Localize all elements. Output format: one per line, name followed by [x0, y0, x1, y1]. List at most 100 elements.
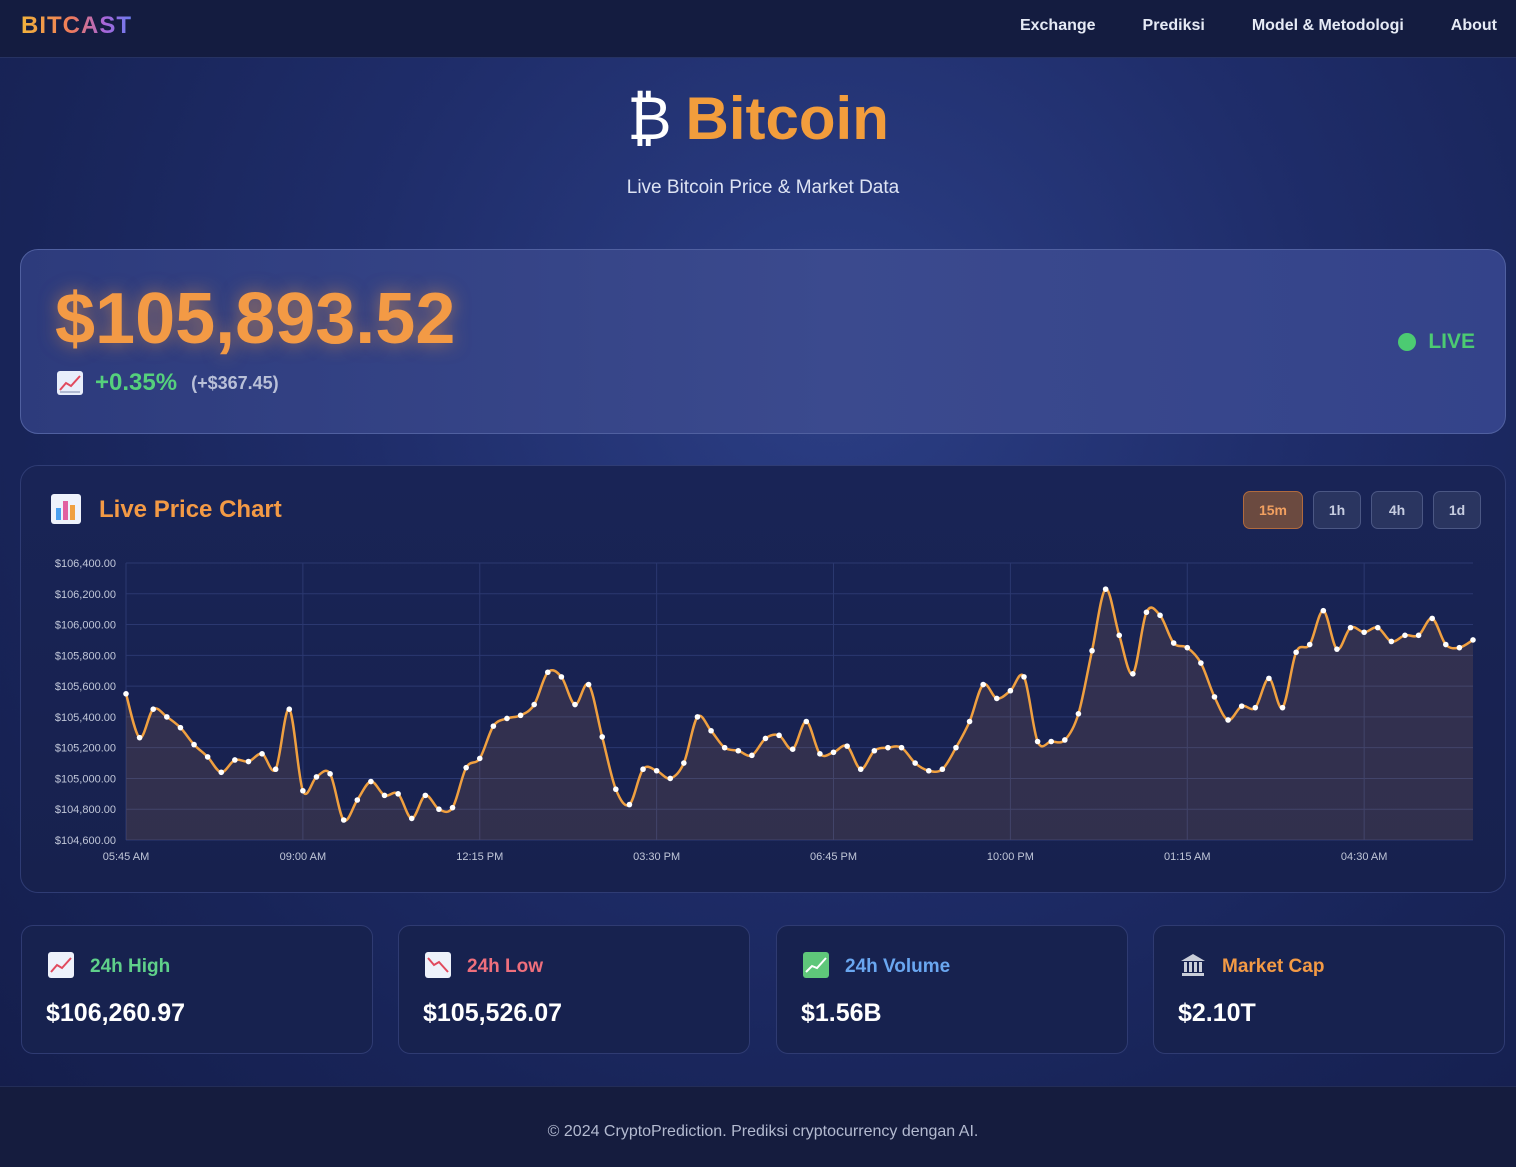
x-tick-label: 06:45 PM — [810, 851, 857, 863]
bank-icon — [1180, 952, 1206, 978]
data-point — [857, 766, 864, 773]
live-indicator: LIVE — [1398, 330, 1475, 354]
timeframe-15m-button[interactable]: 15m — [1243, 491, 1303, 529]
data-point — [1293, 649, 1299, 656]
stat-card-24h-low: 24h Low $105,526.07 — [398, 925, 750, 1054]
stat-label: 24h Low — [467, 956, 544, 977]
live-label: LIVE — [1428, 330, 1475, 353]
data-point — [245, 758, 252, 765]
timeframe-1d-button[interactable]: 1d — [1433, 491, 1481, 529]
data-point — [1266, 675, 1272, 682]
data-point — [789, 746, 796, 753]
data-point — [939, 766, 946, 773]
data-point — [694, 714, 701, 720]
x-tick-label: 04:30 AM — [1341, 851, 1387, 863]
footer: © 2024 CryptoPrediction. Prediksi crypto… — [0, 1086, 1516, 1167]
data-point — [708, 727, 714, 734]
data-point — [558, 674, 565, 680]
data-point — [463, 764, 469, 771]
chart-title: Live Price Chart — [99, 496, 282, 523]
y-tick-label: $105,600.00 — [55, 681, 116, 693]
data-point — [1170, 640, 1177, 646]
price-card: $105,893.52 +0.35% (+$367.45) LIVE — [20, 249, 1506, 434]
data-point — [993, 695, 1000, 702]
data-point — [1306, 641, 1313, 648]
data-point — [1089, 647, 1095, 654]
nav-link-prediksi[interactable]: Prediksi — [1142, 17, 1205, 34]
price-change-absolute: (+$367.45) — [191, 372, 279, 393]
data-point — [1007, 687, 1014, 694]
nav-link-exchange[interactable]: Exchange — [1019, 17, 1096, 34]
data-point — [1361, 629, 1367, 636]
page-title-text: Bitcoin — [685, 85, 889, 152]
data-point — [626, 801, 633, 808]
price-chart[interactable]: $106,400.00 $106,200.00 $106,000.00 $105,80… — [21, 466, 1507, 894]
timeframe-4h-button[interactable]: 4h — [1371, 491, 1423, 529]
data-point — [286, 706, 293, 712]
data-point — [1034, 738, 1041, 745]
data-point — [1470, 637, 1476, 643]
data-point — [381, 792, 388, 799]
x-tick-label: 03:30 PM — [633, 851, 680, 863]
data-point — [1388, 638, 1395, 645]
data-point — [476, 755, 483, 762]
data-point — [204, 754, 211, 760]
data-point — [368, 778, 374, 785]
data-point — [1320, 607, 1327, 614]
data-point — [653, 767, 660, 774]
data-point — [340, 817, 347, 823]
data-point — [912, 760, 918, 766]
x-tick-label: 12:15 PM — [456, 851, 503, 863]
data-point — [1143, 609, 1150, 616]
data-point — [1456, 644, 1463, 651]
bar-chart-icon — [51, 494, 81, 524]
x-tick-label: 10:00 PM — [987, 851, 1034, 863]
data-point — [1116, 632, 1123, 639]
y-tick-label: $104,600.00 — [55, 835, 116, 847]
data-point — [749, 752, 755, 759]
data-point — [1102, 586, 1109, 592]
data-point — [1374, 624, 1381, 631]
timeframe-1h-button[interactable]: 1h — [1313, 491, 1361, 529]
data-point — [762, 735, 769, 742]
data-point — [599, 734, 606, 740]
data-point — [966, 718, 973, 725]
data-point — [504, 715, 510, 722]
price-change-percent: +0.35% — [95, 369, 178, 396]
data-point — [1442, 641, 1449, 648]
data-point — [1075, 711, 1082, 717]
navbar: BITCAST Exchange Prediksi Model & Metodo… — [0, 0, 1516, 58]
data-point — [232, 757, 238, 763]
data-point — [531, 701, 537, 708]
data-point — [776, 732, 782, 739]
data-point — [136, 734, 143, 741]
stat-label: Market Cap — [1222, 956, 1325, 977]
data-point — [544, 669, 551, 676]
data-point — [177, 724, 184, 731]
nav-link-about[interactable]: About — [1450, 17, 1497, 34]
brand-logo[interactable]: BITCAST — [21, 12, 132, 39]
data-point — [259, 751, 265, 757]
y-tick-label: $105,000.00 — [55, 773, 116, 785]
stat-card-24h-volume: 24h Volume $1.56B — [776, 925, 1128, 1054]
data-point — [830, 749, 837, 756]
page-title: ₿ Bitcoin — [0, 84, 1516, 153]
stat-label: 24h Volume — [845, 956, 951, 977]
data-point — [1021, 674, 1027, 680]
data-point — [1334, 646, 1340, 652]
chart-decreasing-icon — [425, 952, 451, 978]
data-point — [1048, 738, 1055, 745]
data-point — [1062, 737, 1068, 743]
y-tick-label: $106,200.00 — [55, 589, 116, 601]
data-point — [681, 760, 687, 766]
nav-link-model-metodologi[interactable]: Model & Metodologi — [1251, 17, 1404, 34]
data-point — [885, 744, 891, 751]
chart-increasing-icon — [48, 952, 74, 978]
data-point — [817, 751, 823, 757]
data-point — [517, 712, 524, 719]
data-point — [1211, 694, 1218, 700]
chart-icon — [803, 952, 829, 978]
stat-card-market-cap: Market Cap $2.10T — [1153, 925, 1505, 1054]
y-tick-label: $106,000.00 — [55, 620, 116, 632]
data-point — [191, 741, 197, 748]
